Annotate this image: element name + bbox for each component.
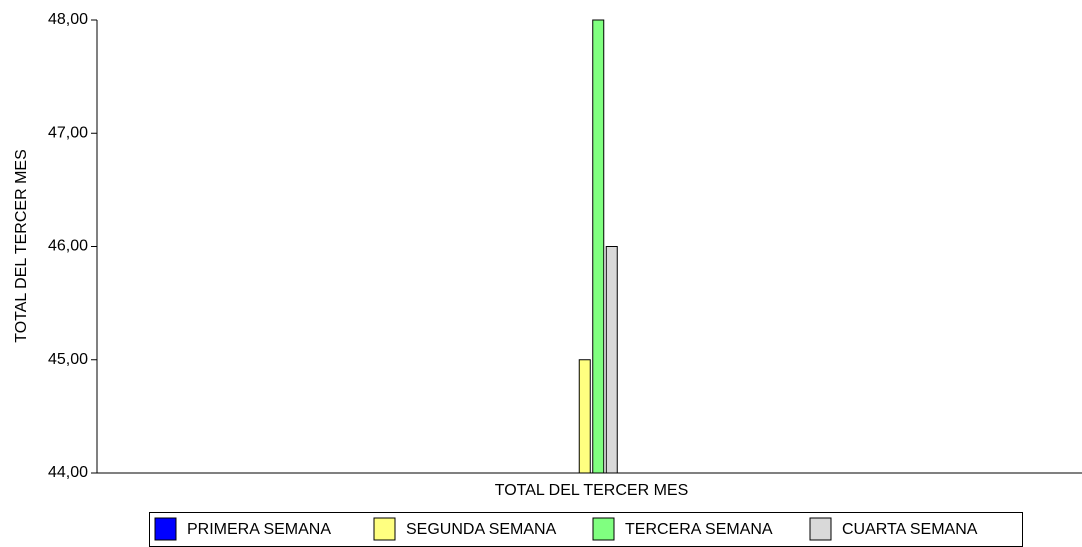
legend-label: SEGUNDA SEMANA (406, 521, 557, 538)
y-tick-label: 45,00 (48, 351, 88, 368)
y-axis-title: TOTAL DEL TERCER MES (13, 149, 30, 343)
y-tick-label: 48,00 (48, 11, 88, 28)
x-tick-label: TOTAL DEL TERCER MES (495, 482, 689, 499)
bar (578, 359, 591, 474)
y-tick-label: 46,00 (48, 238, 88, 255)
y-tick-label: 44,00 (48, 464, 88, 481)
legend-box (149, 512, 1023, 547)
legend-label: TERCERA SEMANA (625, 521, 773, 538)
bar (605, 246, 618, 474)
y-tick-label: 47,00 (48, 124, 88, 141)
legend-swatch (373, 517, 396, 541)
bar (592, 19, 605, 474)
legend-label: PRIMERA SEMANA (187, 521, 331, 538)
legend-swatch (592, 517, 615, 541)
legend-label: CUARTA SEMANA (842, 521, 978, 538)
legend-swatch (154, 517, 177, 541)
legend-swatch (809, 517, 832, 541)
